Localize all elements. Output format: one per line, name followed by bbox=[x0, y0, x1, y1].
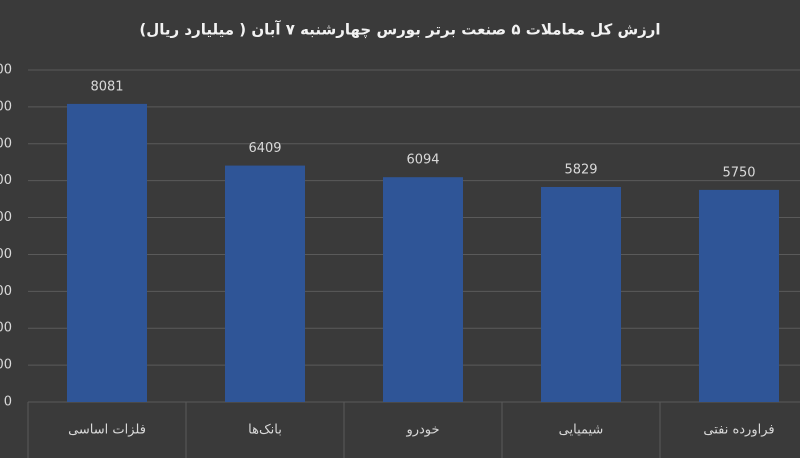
bar bbox=[225, 165, 305, 402]
data-label: 6409 bbox=[248, 141, 281, 156]
y-tick-label: 3000 bbox=[0, 284, 12, 299]
bar bbox=[699, 189, 779, 402]
y-tick-label: 1000 bbox=[0, 358, 12, 373]
y-tick-label: 7000 bbox=[0, 136, 12, 151]
x-tick-label: شیمیایی bbox=[559, 423, 604, 438]
x-tick-label: خودرو bbox=[405, 423, 439, 438]
data-label: 6094 bbox=[406, 153, 439, 168]
bar bbox=[541, 186, 621, 402]
y-tick-label: 4000 bbox=[0, 247, 12, 262]
chart-title: ارزش کل معاملات ۵ صنعت برتر بورس چهارشنب… bbox=[139, 21, 660, 40]
y-tick-label: 5000 bbox=[0, 210, 12, 225]
data-label: 5829 bbox=[564, 162, 597, 177]
data-label: 8081 bbox=[90, 79, 123, 94]
y-tick-label: 2000 bbox=[0, 321, 12, 336]
x-tick-label: فلزات اساسی bbox=[68, 423, 146, 438]
x-tick-label: بانک‌ها bbox=[248, 423, 282, 438]
bar bbox=[383, 177, 463, 402]
y-tick-label: 6000 bbox=[0, 173, 12, 188]
y-tick-label: 8000 bbox=[0, 99, 12, 114]
x-tick-label: فراورده نفتی bbox=[703, 423, 774, 438]
y-tick-label: 9000 bbox=[0, 63, 12, 78]
data-label: 5750 bbox=[722, 165, 755, 180]
y-tick-label: 0 bbox=[4, 395, 12, 410]
bar bbox=[67, 103, 147, 403]
